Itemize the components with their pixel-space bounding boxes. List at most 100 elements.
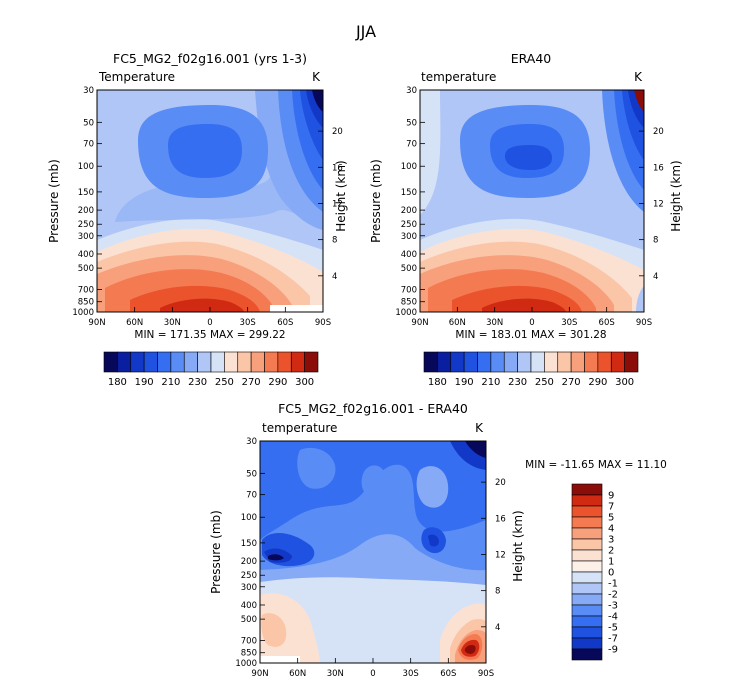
contour-band — [416, 466, 449, 508]
x-tick-label: 30S — [561, 318, 577, 328]
y-tick-label: 30 — [246, 437, 257, 447]
colorbar-box — [544, 351, 559, 373]
x-tick-label: 30S — [403, 669, 419, 679]
y-tick-label: 50 — [246, 469, 257, 479]
colorbar-box — [571, 637, 603, 650]
y-tick-label: 300 — [241, 583, 257, 593]
y-tick-label: 850 — [241, 649, 257, 659]
colorbar-box — [571, 505, 603, 518]
panel-obs: ERA40 temperature K 30507010015020025030… — [369, 51, 683, 341]
y-tick-label: 700 — [401, 285, 417, 295]
colorbar-obs: 180 190 210 230 250 270 290 300 — [423, 351, 639, 388]
colorbar-box — [277, 351, 292, 373]
x-ticks: 90N 60N 30N 0 30S 60S 90S — [88, 307, 331, 328]
colorbar-box — [264, 351, 279, 373]
y-tick-label: 50 — [83, 118, 94, 128]
colorbar-box — [157, 351, 172, 373]
height-tick-label: 4 — [332, 272, 337, 282]
colorbar-label: -5 — [608, 623, 618, 634]
y-tick-label: 70 — [406, 140, 417, 150]
y-tick-label: 1000 — [72, 308, 94, 318]
x-tick-label: 60S — [440, 669, 456, 679]
y-tick-label: 500 — [401, 264, 417, 274]
height-tick-label: 16 — [495, 514, 506, 524]
y-tick-label: 50 — [406, 118, 417, 128]
height-tick-label: 8 — [332, 236, 337, 246]
colorbar-box — [130, 351, 145, 373]
colorbar-box — [477, 351, 492, 373]
colorbar-box — [624, 351, 639, 373]
colorbar-label: 9 — [608, 491, 614, 502]
contour-band — [312, 90, 323, 112]
contour-band — [160, 298, 244, 312]
colorbar-box — [490, 351, 505, 373]
colorbar-label: -4 — [608, 612, 618, 623]
min-max-text: MIN = 171.35 MAX = 299.22 — [134, 329, 285, 341]
y-axis-right-label: Height (km) — [334, 160, 348, 231]
colorbar-label: 300 — [295, 377, 314, 388]
x-tick-label: 60S — [277, 318, 293, 328]
colorbar-box — [250, 351, 265, 373]
y-tick-label: 150 — [78, 188, 94, 198]
x-tick-label: 60N — [126, 318, 143, 328]
colorbar-box — [503, 351, 518, 373]
y-tick-label: 100 — [78, 162, 94, 172]
contour-band — [464, 645, 476, 654]
height-tick-label: 16 — [332, 163, 343, 173]
colorbar-box — [197, 351, 212, 373]
colorbar-label: 210 — [481, 377, 500, 388]
height-tick-label: 20 — [332, 127, 343, 137]
colorbar-box — [610, 351, 625, 373]
figure-title: JJA — [355, 22, 376, 41]
colorbar-label: 250 — [215, 377, 234, 388]
y-tick-label: 500 — [241, 615, 257, 625]
x-tick-label: 30S — [240, 318, 256, 328]
height-tick-label: 20 — [653, 127, 664, 137]
colorbar-label: 0 — [608, 568, 614, 579]
y-tick-label: 250 — [78, 220, 94, 230]
y-axis-label: Pressure (mb) — [47, 159, 61, 243]
height-tick-label: 12 — [495, 550, 506, 560]
y-tick-label: 100 — [401, 162, 417, 172]
colorbar-label: 290 — [268, 377, 287, 388]
colorbar-label: 180 — [108, 377, 127, 388]
colorbar-box — [224, 351, 239, 373]
colorbar-label: -2 — [608, 590, 618, 601]
colorbar-label: 1 — [608, 557, 614, 568]
colorbar-box — [571, 648, 603, 661]
colorbar-box — [571, 538, 603, 551]
y-tick-label: 250 — [401, 220, 417, 230]
y-tick-label: 400 — [401, 250, 417, 260]
y-tick-label: 850 — [78, 298, 94, 308]
contour-band — [465, 441, 486, 458]
unit-label: K — [634, 70, 643, 84]
contour-field — [260, 441, 486, 663]
field-label: Temperature — [98, 70, 175, 84]
missing-data — [260, 656, 300, 663]
x-tick-label: 30N — [486, 318, 503, 328]
x-tick-label: 60S — [599, 318, 615, 328]
x-tick-label: 90S — [315, 318, 331, 328]
colorbar-box — [571, 615, 603, 628]
colorbar-label: 4 — [608, 524, 614, 535]
y-tick-label: 200 — [401, 206, 417, 216]
y-axis-label: Pressure (mb) — [369, 159, 383, 243]
x-tick-label: 0 — [207, 318, 212, 328]
panel-title: FC5_MG2_f02g16.001 - ERA40 — [278, 401, 468, 416]
colorbar-box — [530, 351, 545, 373]
colorbar-box — [571, 516, 603, 529]
field-label: temperature — [421, 70, 496, 84]
x-tick-label: 60N — [449, 318, 466, 328]
min-max-text: MIN = -11.65 MAX = 11.10 — [525, 459, 667, 471]
colorbar-box — [571, 571, 603, 584]
height-ticks: 20 16 12 8 4 — [639, 127, 664, 282]
colorbar-label: -9 — [608, 645, 618, 656]
colorbar-box — [437, 351, 452, 373]
y-tick-label: 100 — [241, 513, 257, 523]
height-ticks: 20 16 12 8 4 — [481, 478, 506, 633]
colorbar-box — [597, 351, 612, 373]
colorbar-model: 180 190 210 230 250 270 290 300 — [103, 351, 319, 388]
